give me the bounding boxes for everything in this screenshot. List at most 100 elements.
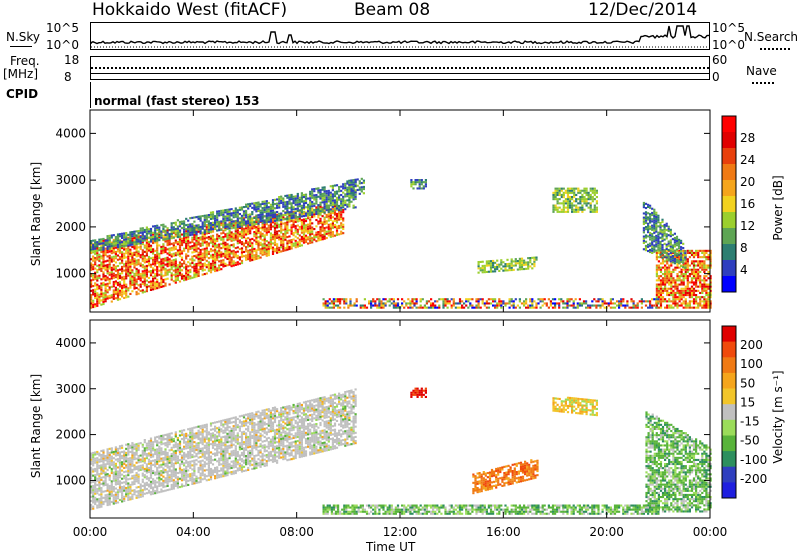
data-cell [678, 245, 681, 248]
data-cell [676, 249, 679, 252]
data-cell [129, 237, 132, 240]
data-cell [238, 225, 241, 228]
colorbar-tick-label: 24 [740, 153, 755, 167]
data-cell [686, 258, 689, 261]
data-cell [149, 234, 153, 237]
data-cell [284, 226, 287, 229]
data-cell [298, 219, 301, 222]
data-cell [324, 304, 327, 307]
data-cell [319, 213, 322, 216]
data-cell [104, 291, 107, 294]
data-cell [280, 195, 283, 198]
data-cell [234, 253, 237, 256]
data-cell [342, 211, 345, 214]
data-cell [539, 298, 542, 301]
data-cell [228, 248, 231, 251]
data-cell [580, 302, 583, 305]
data-cell [591, 196, 594, 199]
data-cell [112, 242, 115, 245]
data-cell [228, 251, 231, 254]
data-cell [100, 491, 103, 494]
data-cell [121, 272, 124, 275]
data-cell [676, 291, 679, 294]
data-cell [102, 503, 105, 506]
data-cell [577, 210, 580, 213]
data-cell [707, 283, 710, 286]
data-cell [261, 224, 264, 227]
data-cell [311, 230, 314, 233]
data-cell [678, 258, 681, 261]
data-cell [236, 250, 239, 253]
data-cell [209, 228, 213, 231]
data-cell [354, 191, 357, 194]
data-cell [680, 246, 683, 249]
data-cell [319, 212, 322, 215]
data-cell [174, 247, 177, 250]
data-cell [595, 300, 598, 303]
data-cell [257, 242, 260, 245]
data-cell [216, 258, 219, 261]
data-cell [579, 198, 582, 201]
data-cell [193, 231, 196, 234]
data-cell [342, 185, 345, 188]
data-cell [273, 248, 277, 251]
data-cell [180, 256, 184, 259]
data-cell [327, 230, 330, 233]
data-cell [164, 232, 167, 235]
data-cell [276, 230, 279, 233]
data-cell [593, 204, 596, 207]
data-cell [280, 212, 283, 215]
data-cell [164, 263, 167, 266]
data-cell [249, 202, 252, 205]
data-cell [180, 250, 184, 253]
data-cell [286, 240, 289, 243]
data-cell [242, 234, 246, 237]
data-cell [556, 210, 559, 213]
data-cell [302, 235, 306, 238]
data-cell [300, 227, 303, 230]
data-cell [313, 188, 316, 191]
data-cell [249, 259, 252, 262]
data-cell [156, 242, 159, 245]
data-cell [640, 300, 643, 303]
data-cell [214, 255, 217, 258]
data-cell [253, 221, 256, 224]
data-cell [133, 245, 136, 248]
data-cell [170, 230, 173, 233]
data-cell [502, 261, 505, 264]
data-cell [226, 247, 229, 250]
data-cell [180, 275, 184, 278]
data-cell [127, 287, 130, 290]
data-cell [152, 250, 155, 253]
data-cell [247, 226, 250, 229]
data-cell [657, 246, 660, 249]
data-cell [92, 246, 95, 249]
data-cell [125, 287, 128, 290]
data-cell [352, 193, 355, 196]
data-cell [94, 503, 97, 506]
data-cell [325, 202, 328, 205]
data-cell [280, 229, 283, 232]
data-cell [112, 234, 115, 237]
data-cell [116, 237, 120, 240]
data-cell [121, 234, 124, 237]
data-cell [290, 220, 293, 223]
data-cell [298, 242, 301, 245]
data-cell [251, 242, 254, 245]
data-cell [189, 247, 192, 250]
data-cell [351, 304, 354, 307]
data-cell [374, 304, 377, 307]
data-cell [183, 237, 186, 240]
data-cell [288, 245, 291, 248]
data-cell [228, 208, 231, 211]
data-cell [193, 238, 196, 241]
data-cell [331, 197, 334, 200]
data-cell [100, 482, 103, 485]
data-cell [90, 471, 93, 474]
data-cell [290, 208, 293, 211]
data-cell [131, 239, 134, 242]
y-tick-label: 2000 [55, 220, 86, 234]
data-cell [224, 217, 227, 220]
data-cell [321, 225, 324, 228]
data-cell [162, 274, 165, 277]
